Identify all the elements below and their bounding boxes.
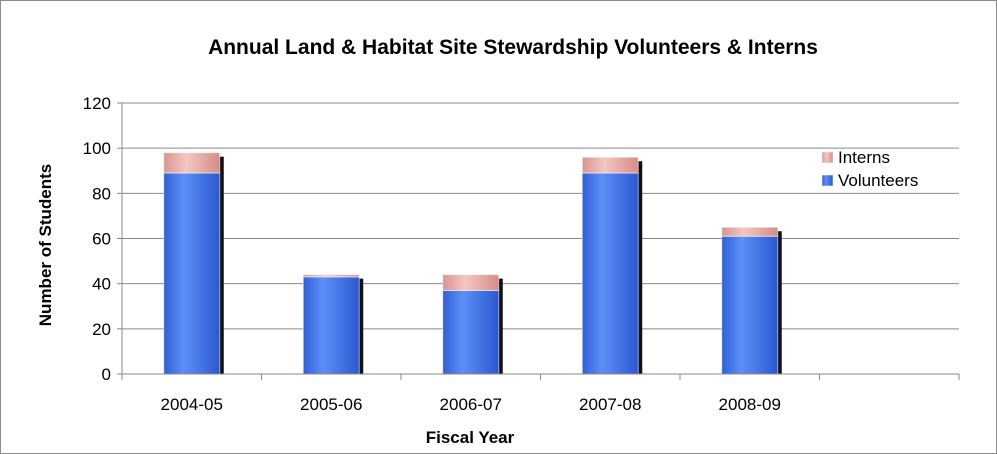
bar-interns-2006-07 bbox=[442, 274, 500, 291]
bars bbox=[163, 152, 782, 375]
legend: Interns Volunteers bbox=[821, 148, 918, 190]
y-tick-label: 120 bbox=[83, 94, 111, 113]
legend-label-interns: Interns bbox=[838, 148, 890, 167]
x-tick-label: 2005-06 bbox=[300, 395, 362, 414]
legend-swatch-volunteers bbox=[821, 174, 834, 187]
legend-label-volunteers: Volunteers bbox=[838, 171, 918, 190]
x-tick-label: 2007-08 bbox=[579, 395, 641, 414]
bar-volunteers-2005-06 bbox=[302, 276, 360, 375]
y-tick-label: 40 bbox=[92, 275, 111, 294]
bar-interns-2008-09 bbox=[721, 226, 779, 237]
gridlines bbox=[122, 102, 959, 330]
chart-title: Annual Land & Habitat Site Stewardship V… bbox=[208, 36, 818, 59]
y-axis-title: Number of Students bbox=[36, 164, 55, 326]
bar-volunteers-2008-09 bbox=[721, 235, 779, 375]
y-tick-label: 100 bbox=[83, 139, 111, 158]
x-tick-label: 2004-05 bbox=[161, 395, 223, 414]
bar-interns-2004-05 bbox=[163, 152, 221, 174]
x-axis-title: Fiscal Year bbox=[426, 428, 515, 447]
y-tick-label: 60 bbox=[92, 230, 111, 249]
y-tick-label: 0 bbox=[102, 365, 111, 384]
axes: 0 20 40 60 80 100 120 2004-05 2005-06 2006-07 2007… bbox=[83, 94, 960, 414]
legend-swatch-interns bbox=[821, 151, 834, 164]
x-tick-label: 2008-09 bbox=[719, 395, 781, 414]
bar-interns-2007-08 bbox=[581, 156, 639, 174]
bar-volunteers-2004-05 bbox=[163, 172, 221, 375]
y-tick-label: 20 bbox=[92, 320, 111, 339]
bar-volunteers-2006-07 bbox=[442, 289, 500, 375]
y-tick-label: 80 bbox=[92, 184, 111, 203]
bar-volunteers-2007-08 bbox=[581, 172, 639, 375]
bar-interns-2005-06 bbox=[302, 274, 360, 278]
x-tick-label: 2006-07 bbox=[440, 395, 502, 414]
